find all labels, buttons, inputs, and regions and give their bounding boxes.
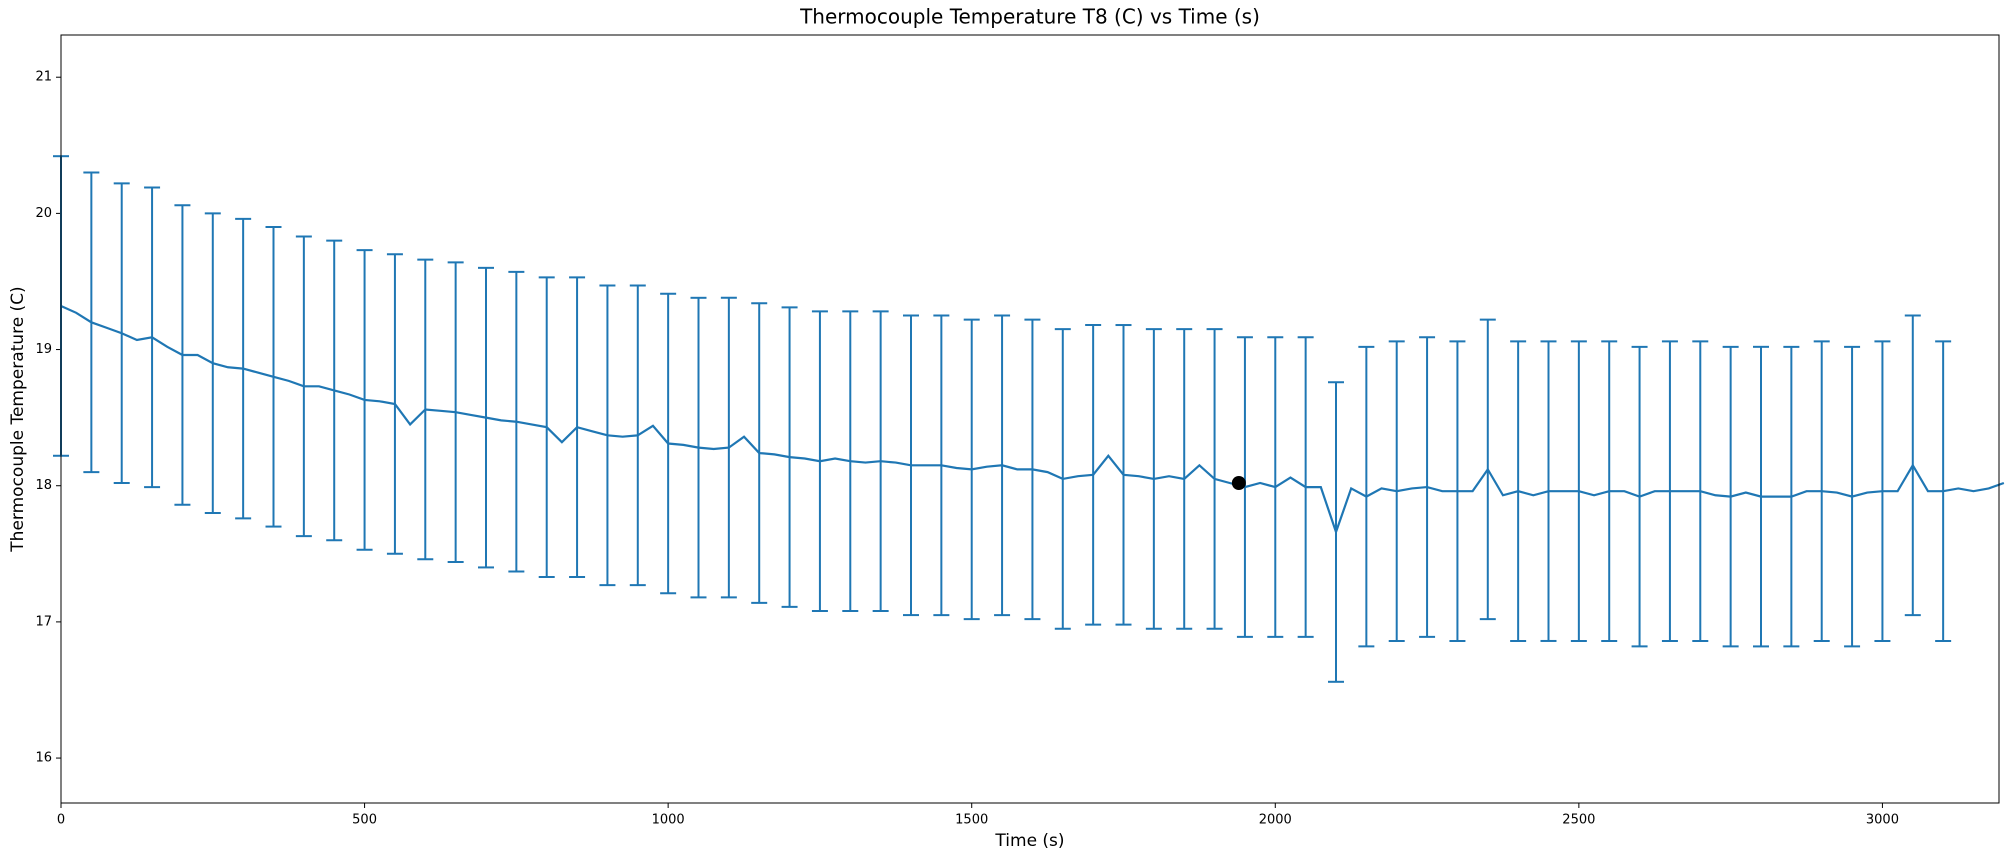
y-tick-label: 18 <box>35 478 52 493</box>
chart-title: Thermocouple Temperature T8 (C) vs Time … <box>799 5 1260 29</box>
x-tick-label: 2500 <box>1562 813 1595 828</box>
x-tick-label: 500 <box>352 813 377 828</box>
data-line <box>60 304 2005 536</box>
x-tick-label: 1500 <box>955 813 988 828</box>
y-tick-label: 17 <box>35 614 52 629</box>
x-tick-label: 2000 <box>1259 813 1292 828</box>
y-axis-label: Thermocouple Temperature (C) <box>8 286 28 552</box>
plot-frame <box>60 34 2000 804</box>
x-tick-label: 1000 <box>652 813 685 828</box>
y-tick-label: 20 <box>35 206 52 221</box>
x-tick-label: 0 <box>57 813 65 828</box>
x-axis-label: Time (s) <box>994 831 1064 851</box>
x-tick-label: 3000 <box>1866 813 1899 828</box>
marker-point <box>1231 476 1246 490</box>
y-tick-label: 21 <box>35 70 52 85</box>
y-tick-label: 19 <box>35 342 52 357</box>
y-tick-label: 16 <box>35 751 52 766</box>
